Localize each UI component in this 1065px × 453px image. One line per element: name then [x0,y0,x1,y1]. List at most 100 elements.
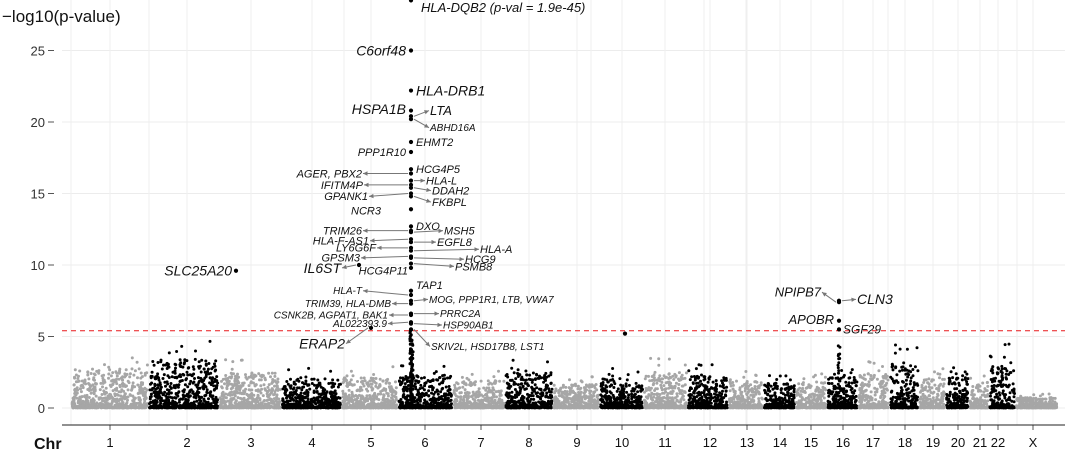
snp-point [220,379,223,383]
snp-point [399,383,402,387]
snp-point [500,398,504,402]
snp-point [224,358,228,362]
snp-point [295,402,298,406]
snp-point [73,392,77,395]
snp-point [238,391,242,395]
snp-point [73,375,76,379]
snp-point [175,376,179,380]
snp-point [330,390,333,394]
snp-point [228,399,232,403]
snp-point [99,402,103,406]
snp-point [158,399,162,403]
snp-point [443,392,446,396]
snp-point [101,376,105,380]
snp-point [587,385,591,389]
snp-point [91,383,95,387]
snp-point [631,387,635,391]
snp-point [518,386,522,389]
snp-point [531,378,535,382]
snp-point [449,394,453,398]
snp-point [124,374,128,378]
snp-point [299,391,303,395]
snp-point [584,383,588,387]
snp-point [302,382,306,386]
snp-point [115,371,119,375]
snp-point [372,379,376,383]
snp-point [331,378,335,382]
snp-point [568,392,572,396]
snp-point [170,375,174,379]
snp-point [324,391,328,395]
snp-point [481,403,485,407]
snp-point [200,358,204,362]
snp-point [204,401,208,405]
snp-point [175,383,178,387]
snp-point [552,383,556,387]
snp-point [214,403,218,407]
snp-point [401,364,405,368]
snp-point [267,388,271,392]
snp-point [564,400,568,404]
snp-point [220,385,224,389]
snp-point [224,374,228,377]
snp-point [516,383,520,387]
snp-point [590,385,594,388]
snp-point [172,402,176,406]
snp-point [544,404,547,408]
snp-point [397,399,401,403]
snp-point [392,404,396,407]
snp-point [262,383,266,387]
snp-point [341,389,345,393]
snp-point [289,393,293,397]
snp-point [466,403,470,407]
snp-point [79,390,83,394]
snp-point [138,396,141,400]
snp-point [536,406,540,409]
snp-point [99,381,103,385]
snp-point [156,383,160,387]
snp-point [580,400,584,404]
snp-point [533,406,537,410]
snp-point [297,379,301,383]
snp-point [199,370,203,374]
snp-point [227,379,231,383]
snp-point [435,406,438,410]
snp-point [423,382,427,386]
snp-point [117,377,121,381]
snp-point [333,394,337,398]
snp-point [154,376,158,380]
snp-point [336,402,340,406]
snp-point [223,382,226,386]
snp-point [165,361,169,365]
snp-point [183,383,187,387]
snp-point [360,394,364,398]
snp-point [416,381,420,384]
snp-point [439,397,443,401]
snp-point [202,386,205,390]
snp-point [487,382,491,386]
snp-point [599,382,603,386]
snp-point [93,388,96,392]
snp-point [595,388,599,392]
snp-point [535,373,539,377]
snp-point [565,394,569,398]
snp-point [266,385,270,389]
snp-point [343,392,347,396]
snp-point [453,383,457,387]
snp-point [126,379,130,383]
snp-point [80,406,84,410]
snp-point [315,390,319,393]
snp-point [272,397,276,401]
snp-point [115,403,119,407]
snp-point [267,371,271,375]
snp-point [124,368,128,372]
snp-point [365,387,368,391]
snp-point [143,373,147,377]
snp-point [395,403,398,407]
snp-point [359,406,363,410]
snp-point [365,381,369,385]
snp-point [252,381,255,385]
snp-point [229,406,233,410]
snp-point [515,390,519,394]
